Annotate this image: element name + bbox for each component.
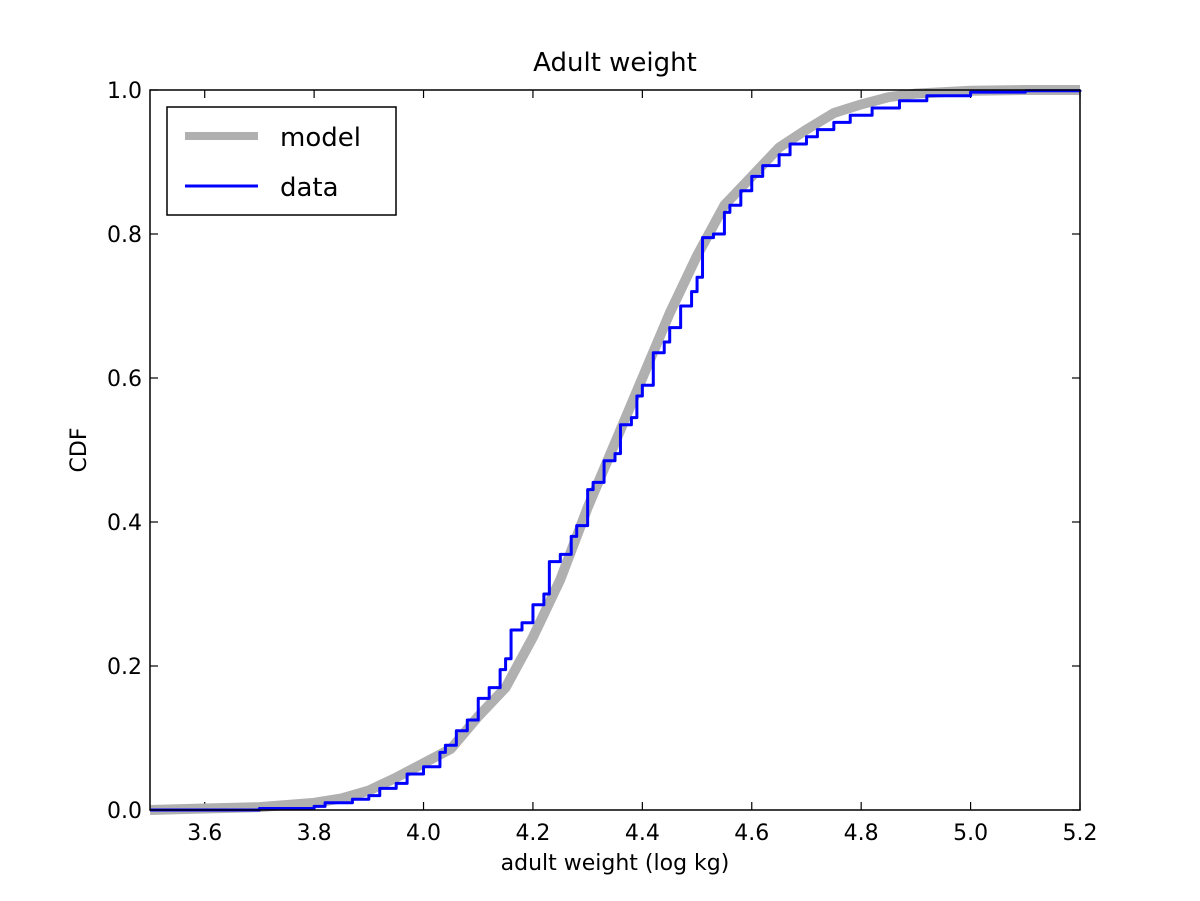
x-tick-label: 4.0 xyxy=(406,821,441,846)
x-tick-label: 5.0 xyxy=(953,821,988,846)
y-axis-label: CDF xyxy=(67,428,92,473)
x-tick-label: 4.6 xyxy=(734,821,769,846)
x-tick-label: 4.2 xyxy=(515,821,550,846)
legend-label-model: model xyxy=(280,123,361,153)
x-axis-label: adult weight (log kg) xyxy=(501,851,730,876)
plot-frame xyxy=(149,89,1081,811)
series-layer xyxy=(149,85,1082,815)
legend: model data xyxy=(166,106,397,216)
y-tick-label: 0.6 xyxy=(107,367,142,392)
x-tick-label: 3.8 xyxy=(297,821,332,846)
series-line-model xyxy=(149,85,1080,815)
y-tick-label: 1.0 xyxy=(107,79,142,104)
x-axis-ticks: 3.6 3.8 4.0 4.2 4.4 4.6 4.8 5.0 5.2 xyxy=(187,90,1098,846)
x-tick-label: 3.6 xyxy=(187,821,222,846)
y-tick-label: 0.2 xyxy=(107,655,142,680)
legend-box xyxy=(166,106,397,216)
series-line-data xyxy=(150,89,1082,812)
x-tick-label: 5.2 xyxy=(1063,821,1098,846)
y-tick-label: 0.8 xyxy=(107,223,142,248)
y-axis-ticks: 0.0 0.2 0.4 0.6 0.8 1.0 xyxy=(107,79,1080,824)
chart-title: Adult weight xyxy=(533,48,697,78)
legend-label-data: data xyxy=(280,173,339,203)
y-tick-label: 0.0 xyxy=(107,799,142,824)
x-tick-label: 4.4 xyxy=(625,821,660,846)
y-tick-label: 0.4 xyxy=(107,511,142,536)
x-tick-label: 4.8 xyxy=(844,821,879,846)
